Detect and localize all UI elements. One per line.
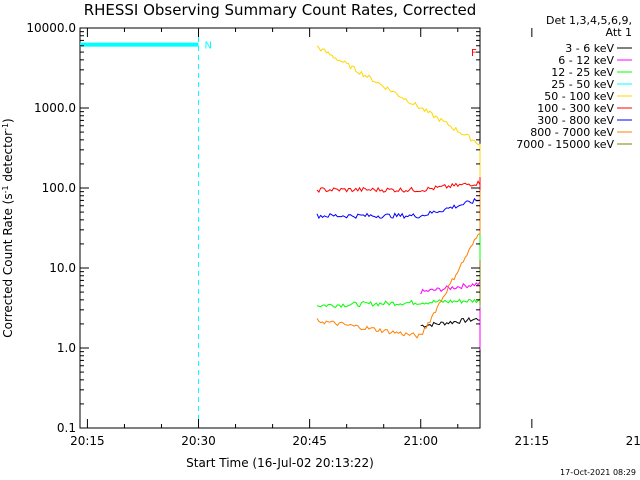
y-tick-label: 10000.0 [26, 21, 76, 35]
legend-entry-label: 800 - 7000 keV [530, 126, 614, 139]
plot-frame [79, 27, 481, 429]
y-axis-label-main: Corrected Count Rate (s [1, 193, 15, 337]
legend-entry-label: 6 - 12 keV [558, 54, 614, 67]
y-tick-label: 1.0 [57, 341, 76, 355]
y-tick-label: 0.1 [57, 421, 76, 435]
legend-entry-label: 25 - 50 keV [551, 78, 614, 91]
x-tick-label: 20:45 [292, 434, 327, 448]
y-axis-label-end: ) [1, 118, 15, 123]
y-tick-label: 1000.0 [34, 101, 76, 115]
legend-entry-label: 100 - 300 keV [537, 102, 614, 115]
y-axis-label-sup2: -1 [1, 123, 10, 131]
legend-entry-label: 12 - 25 keV [551, 66, 614, 79]
footer-timestamp: 17-Oct-2021 08:29 [560, 468, 636, 477]
x-tick-label: 21:00 [403, 434, 438, 448]
segment-label-2: F [471, 48, 477, 59]
legend-header-line1: Det 1,3,4,5,6,9, [546, 14, 632, 27]
y-tick-label: 100.0 [42, 181, 76, 195]
legend-entry-label: 3 - 6 keV [565, 42, 614, 55]
x-tick-label: 21:15 [515, 434, 550, 448]
series-line-7 [316, 190, 481, 339]
legend-header-line2: Att 1 [606, 26, 632, 39]
y-axis-label-sup1: -1 [1, 185, 10, 193]
x-tick-label: 20:15 [70, 434, 105, 448]
series-line-0 [420, 298, 481, 351]
series-line-4 [316, 45, 481, 222]
series-line-5 [316, 177, 481, 208]
x-tick-label: 20:30 [181, 434, 216, 448]
legend-entry-label: 7000 - 15000 keV [516, 138, 614, 151]
y-axis-label-mid: detector [1, 131, 15, 186]
legend-entry-label: 50 - 100 keV [544, 90, 614, 103]
segment-label-0: N [205, 41, 212, 52]
x-tick-label: 21:30 [626, 434, 640, 448]
x-axis-label: Start Time (16-Jul-02 20:13:22) [186, 456, 374, 470]
chart-title: RHESSI Observing Summary Count Rates, Co… [84, 1, 477, 19]
series-line-6 [316, 191, 481, 225]
series-line-1 [420, 214, 481, 350]
y-tick-label: 10.0 [49, 261, 76, 275]
y-axis-label: Corrected Count Rate (s-1 detector-1) [1, 118, 16, 337]
series-line-2 [316, 212, 481, 308]
legend-entry-label: 300 - 800 keV [537, 114, 614, 127]
